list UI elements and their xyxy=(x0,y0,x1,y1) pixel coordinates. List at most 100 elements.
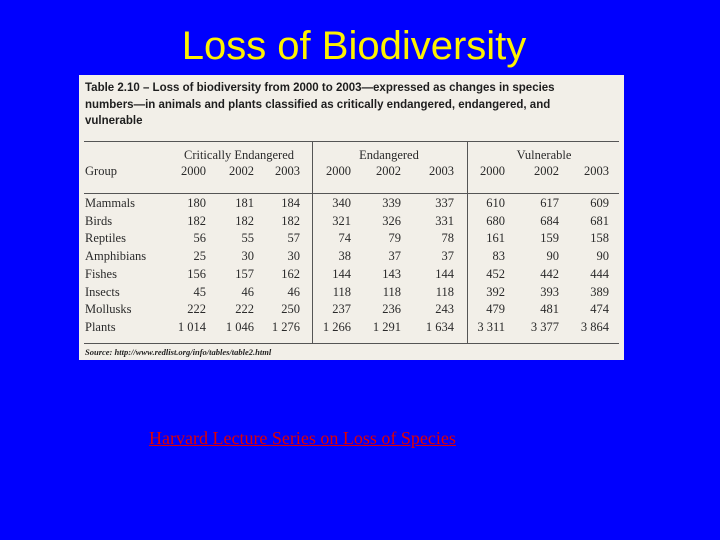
table-cell: 237 xyxy=(332,302,351,317)
row-group-label: Mammals xyxy=(85,196,135,210)
header-rule xyxy=(84,193,619,194)
table-cell: 610 xyxy=(486,196,505,210)
table-cell: 3 377 xyxy=(530,319,559,334)
table-cell: 236 xyxy=(382,302,401,317)
table-cell: 3 311 xyxy=(477,319,505,334)
table-cell: 337 xyxy=(435,196,454,210)
table-cell: 162 xyxy=(281,266,300,281)
table-cell: 45 xyxy=(193,284,207,299)
table-cell: 83 xyxy=(492,249,506,264)
row-group-label: Amphibians xyxy=(85,249,147,264)
table-cell: 55 xyxy=(241,231,255,246)
table-cell: 617 xyxy=(540,196,559,210)
table-top-rule xyxy=(84,141,619,142)
table-source: Source: http://www.redlist.org/info/tabl… xyxy=(85,347,272,357)
table-cell: 90 xyxy=(546,249,560,264)
table-cell: 56 xyxy=(193,231,207,246)
table-cell: 25 xyxy=(193,249,207,264)
table-cell: 1 634 xyxy=(425,319,454,334)
row-group-label: Birds xyxy=(85,213,113,228)
row-group-label: Mollusks xyxy=(85,302,132,317)
table-cell: 442 xyxy=(540,266,559,281)
year-header: 2002 xyxy=(376,164,401,178)
table-cell: 37 xyxy=(441,249,455,264)
table-cell: 479 xyxy=(486,302,505,317)
table-cell: 681 xyxy=(590,213,609,228)
table-cell: 243 xyxy=(435,302,454,317)
table-cell: 392 xyxy=(486,284,505,299)
table-cell: 3 864 xyxy=(580,319,609,334)
table-cell: 157 xyxy=(235,266,254,281)
row-group-label: Fishes xyxy=(85,266,117,281)
table-cell: 156 xyxy=(187,266,206,281)
table-cell: 184 xyxy=(281,196,300,210)
table-cell: 250 xyxy=(281,302,300,317)
table-cell: 37 xyxy=(388,249,402,264)
table-cell: 474 xyxy=(590,302,609,317)
table-cell: 181 xyxy=(235,196,254,210)
table-cell: 118 xyxy=(332,284,351,299)
group-column-header: Group xyxy=(85,164,117,178)
table-cell: 74 xyxy=(338,231,352,246)
header-endangered: Endangered xyxy=(359,148,419,162)
table-cell: 57 xyxy=(287,231,301,246)
table-cell: 159 xyxy=(540,231,559,246)
table-cell: 90 xyxy=(596,249,610,264)
table-cell: 331 xyxy=(435,213,454,228)
table-cell: 144 xyxy=(435,266,454,281)
table-cell: 158 xyxy=(590,231,609,246)
table-cell: 118 xyxy=(435,284,454,299)
year-header: 2003 xyxy=(584,164,609,178)
table-cell: 1 014 xyxy=(177,319,206,334)
table-bottom-rule xyxy=(84,343,619,344)
table-cell: 180 xyxy=(187,196,206,210)
year-header: 2003 xyxy=(275,164,300,178)
table-cell: 46 xyxy=(241,284,255,299)
table-cell: 78 xyxy=(441,231,455,246)
header-critically-endangered: Critically Endangered xyxy=(183,148,295,162)
year-header: 2002 xyxy=(534,164,559,178)
table-cell: 182 xyxy=(281,213,300,228)
table-cell: 389 xyxy=(590,284,609,299)
table-cell: 339 xyxy=(382,196,401,210)
table-cell: 1 291 xyxy=(372,319,401,334)
table-caption: Table 2.10 – Loss of biodiversity from 2… xyxy=(85,82,555,127)
table-cell: 680 xyxy=(486,213,505,228)
year-header: 2000 xyxy=(181,164,206,178)
column-divider xyxy=(312,141,313,343)
harvard-lecture-link[interactable]: Harvard Lecture Series on Loss of Specie… xyxy=(149,428,456,448)
table-cell: 222 xyxy=(235,302,254,317)
column-divider xyxy=(467,141,468,343)
table-cell: 1 276 xyxy=(271,319,300,334)
year-header: 2000 xyxy=(326,164,351,178)
table-cell: 79 xyxy=(388,231,402,246)
header-vulnerable: Vulnerable xyxy=(516,148,572,162)
row-group-label: Reptiles xyxy=(85,231,126,246)
table-cell: 393 xyxy=(540,284,559,299)
table-cell: 38 xyxy=(338,249,352,264)
row-group-label: Plants xyxy=(85,319,116,334)
biodiversity-table: Table 2.10 – Loss of biodiversity from 2… xyxy=(79,75,624,360)
year-header: 2003 xyxy=(429,164,454,178)
table-cell: 30 xyxy=(287,249,301,264)
table-cell: 1 266 xyxy=(322,319,351,334)
table-cell: 326 xyxy=(382,213,401,228)
year-header: 2002 xyxy=(229,164,254,178)
table-cell: 1 046 xyxy=(225,319,254,334)
table-cell: 321 xyxy=(332,213,351,228)
table-cell: 182 xyxy=(187,213,206,228)
table-cell: 452 xyxy=(486,266,505,281)
table-cell: 444 xyxy=(590,266,609,281)
table-cell: 46 xyxy=(287,284,301,299)
row-group-label: Insects xyxy=(85,284,120,299)
table-cell: 481 xyxy=(540,302,559,317)
slide-title: Loss of Biodiversity xyxy=(181,24,527,68)
table-cell: 144 xyxy=(332,266,351,281)
table-cell: 30 xyxy=(241,249,255,264)
table-cell: 684 xyxy=(540,213,559,228)
table-cell: 222 xyxy=(187,302,206,317)
year-header: 2000 xyxy=(480,164,505,178)
table-cell: 182 xyxy=(235,213,254,228)
table-cell: 340 xyxy=(332,196,351,210)
table-cell: 161 xyxy=(486,231,505,246)
